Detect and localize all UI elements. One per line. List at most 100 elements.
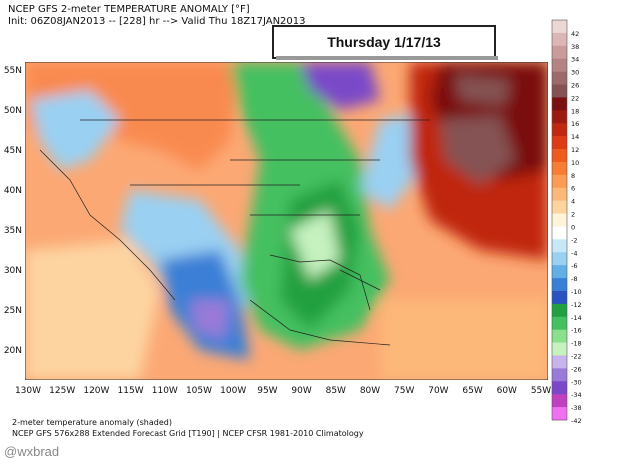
lon-label: 130W [15,386,41,396]
colorbar-swatch [552,200,567,214]
lon-label: 80W [360,386,380,396]
colorbar: 423834302622181614121086420-2-4-6-8-10-1… [551,19,582,425]
colorbar-label: -30 [571,378,582,386]
lat-label: 35N [4,226,22,236]
lon-label: 115W [118,386,144,396]
colorbar-label: 34 [571,56,579,64]
header-line: Init: 06Z08JAN2013 -- [228] hr --> Valid… [8,16,306,27]
colorbar-label: -38 [571,404,582,412]
lat-label: 40N [4,186,22,196]
lat-label: 50N [4,106,22,116]
colorbar-swatch [552,278,567,292]
lat-label: 20N [4,346,22,356]
header-line: NCEP GFS 2-meter TEMPERATURE ANOMALY [°F… [8,4,250,15]
colorbar-swatch [552,58,567,72]
lon-label: 90W [291,386,311,396]
colorbar-swatch [552,97,567,111]
lon-label: 120W [83,386,109,396]
colorbar-swatch [552,20,567,34]
lon-labels: 130W 125W 120W 115W 110W 105W 100W 95W 90W 85W 80W… [15,386,551,396]
date-text: Thursday 1/17/13 [327,34,441,50]
colorbar-swatch [552,161,567,176]
lon-label: 70W [428,386,448,396]
colorbar-swatch [552,226,567,240]
colorbar-label: 22 [571,94,579,102]
lat-label: 30N [4,266,22,276]
colorbar-label: -22 [571,352,582,360]
date-box [272,25,496,59]
colorbar-label: -8 [571,275,577,283]
colorbar-label: -10 [571,288,582,296]
colorbar-label: 0 [571,223,575,231]
colorbar-swatch [552,187,567,201]
colorbar-swatch [552,110,567,124]
lat-label: 25N [4,306,22,316]
colorbar-swatch [552,239,567,253]
colorbar-swatch [552,136,567,150]
lon-label: 60W [497,386,517,396]
footer-line: NCEP GFS 576x288 Extended Forecast Grid … [12,429,364,438]
colorbar-label: 4 [571,198,575,206]
colorbar-label: -34 [571,391,582,399]
colorbar-swatch [552,149,567,163]
lat-label: 55N [4,66,22,76]
colorbar-frame [551,19,568,421]
lon-label: 85W [326,386,346,396]
date-box-shadow [276,56,498,60]
colorbar-label: 30 [571,69,579,77]
colorbar-label: 10 [571,159,579,167]
colorbar-label: 16 [571,120,579,128]
lon-label: 125W [49,386,75,396]
colorbar-swatch [552,252,567,266]
lon-label: 95W [257,386,277,396]
lon-label: 105W [186,386,212,396]
colorbar-swatch [552,32,567,47]
colorbar-swatch [552,355,567,369]
watermark: @wxbrad [4,444,59,459]
colorbar-label: -4 [571,249,577,257]
colorbar-label: -26 [571,365,582,373]
colorbar-swatch [552,316,567,330]
colorbar-swatch [552,290,567,305]
colorbar-label: 38 [571,43,579,51]
colorbar-swatch [552,368,567,382]
colorbar-label: 2 [571,211,575,219]
lon-label: 75W [394,386,414,396]
colorbar-label: 8 [571,172,575,180]
colorbar-swatch [552,303,567,318]
colorbar-label: -14 [571,314,582,322]
footer-line: 2-meter temperature anomaly (shaded) [12,418,172,427]
colorbar-label: -2 [571,236,577,244]
colorbar-swatch [552,174,567,189]
colorbar-label: 12 [571,146,579,154]
lon-label: 65W [462,386,482,396]
colorbar-label: -12 [571,301,582,309]
colorbar-label: -6 [571,262,577,270]
colorbar-label: -18 [571,340,582,348]
colorbar-swatch [552,394,567,408]
colorbar-label: 18 [571,107,579,115]
colorbar-swatch [552,381,567,395]
colorbar-swatch [552,84,567,98]
colorbar-label: 14 [571,133,579,141]
colorbar-label: 42 [571,30,579,38]
lat-label: 45N [4,146,22,156]
colorbar-swatch [552,71,567,85]
colorbar-swatch [552,265,567,279]
colorbar-swatch [552,123,567,137]
map [25,62,548,380]
colorbar-swatch [552,45,567,60]
colorbar-swatch [552,342,567,356]
lon-label: 110W [152,386,178,396]
colorbar-swatch [552,213,567,227]
colorbar-label: 26 [571,82,579,90]
colorbar-label: -42 [571,417,582,425]
colorbar-swatch [552,407,567,421]
lon-label: 100W [220,386,246,396]
colorbar-swatch [552,329,567,343]
colorbar-label: 6 [571,185,575,193]
lat-labels: 55N 50N 45N 40N 35N 30N 25N 20N [4,66,22,356]
colorbar-label: -16 [571,327,582,335]
